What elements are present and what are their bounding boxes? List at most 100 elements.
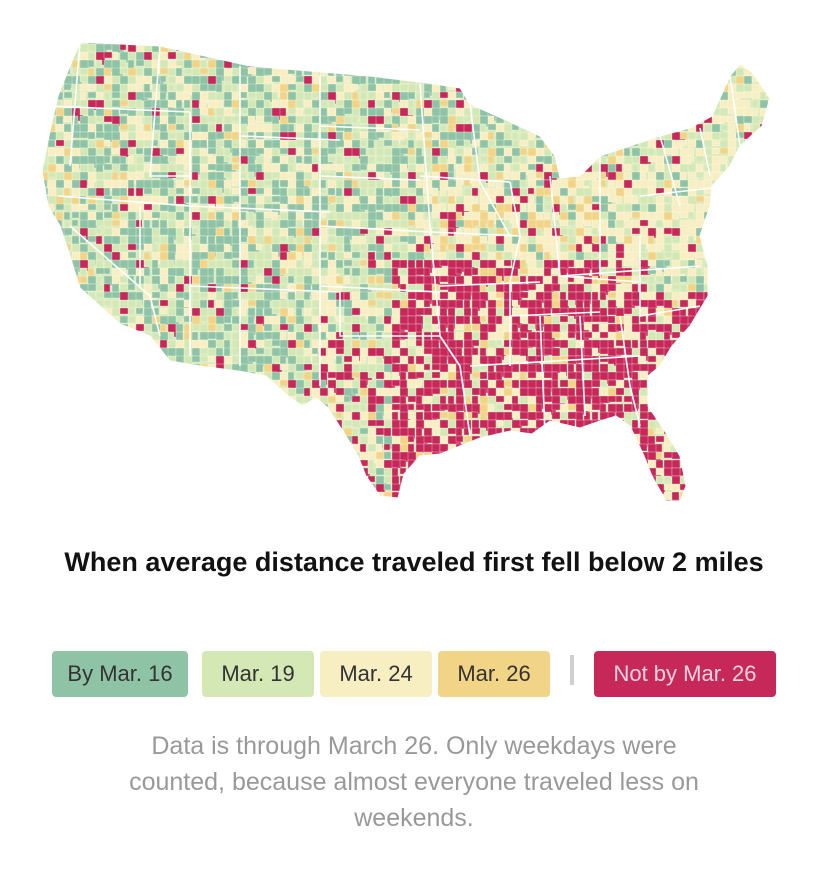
county-cell [719, 427, 729, 437]
county-cell [407, 51, 417, 65]
county-cell [559, 123, 574, 133]
county-cell [703, 411, 711, 423]
county-cell [127, 411, 138, 425]
county-cell [776, 396, 784, 402]
county-cell [279, 427, 288, 436]
county-cell [735, 387, 749, 398]
county-cell [607, 243, 617, 252]
county-cell [207, 43, 218, 52]
county-cell [207, 323, 217, 332]
county-cell [695, 42, 704, 43]
county-cell [695, 419, 707, 427]
county-cell [87, 387, 96, 402]
county-cell [351, 163, 362, 172]
county-cell [327, 59, 338, 70]
county-cell [143, 435, 154, 448]
county-cell [735, 259, 748, 268]
county-cell [647, 299, 658, 310]
county-cell [95, 267, 106, 275]
county-cell [303, 139, 312, 150]
county-cell [495, 43, 510, 52]
county-cell [47, 331, 60, 345]
county-cell [655, 347, 666, 356]
county-cell [343, 451, 354, 462]
county-cell [359, 355, 367, 364]
county-cell [751, 395, 763, 409]
county-cell [215, 323, 223, 333]
county-cell [71, 211, 80, 219]
county-cell [527, 43, 540, 58]
county-cell [567, 131, 577, 145]
county-cell [199, 395, 209, 408]
county-cell [759, 275, 769, 285]
county-cell [191, 42, 206, 46]
county-cell [319, 411, 329, 424]
county-cell [511, 51, 521, 64]
county-cell [383, 147, 393, 157]
county-cell [679, 211, 689, 219]
county-cell [759, 51, 770, 65]
county-cell [223, 427, 231, 441]
county-cell [223, 43, 234, 57]
county-cell [191, 267, 199, 276]
county-cell [327, 435, 336, 445]
county-cell [784, 228, 796, 241]
county-cell [639, 51, 652, 60]
county-cell [63, 83, 72, 91]
county-cell [223, 155, 231, 163]
county-cell [399, 139, 410, 147]
county-cell [679, 275, 688, 283]
county-cell [792, 324, 800, 331]
county-cell [199, 355, 210, 363]
county-cell [655, 91, 669, 101]
county-cell [167, 419, 179, 427]
county-cell [719, 42, 732, 48]
county-cell [119, 43, 127, 51]
county-cell [776, 92, 783, 105]
county-cell [735, 435, 745, 450]
county-cell [367, 43, 377, 51]
county-cell [87, 451, 95, 463]
county-cell [711, 259, 722, 270]
county-cell [311, 371, 320, 381]
county-cell [215, 267, 225, 278]
county-cell [103, 83, 113, 91]
county-cell [792, 404, 798, 411]
county-cell [776, 188, 786, 195]
county-cell [695, 251, 710, 259]
county-cell [511, 43, 520, 54]
county-cell [776, 372, 785, 382]
county-cell [776, 380, 783, 389]
county-cell [759, 203, 769, 213]
county-cell [695, 75, 709, 83]
county-cell [687, 419, 697, 428]
county-cell [247, 42, 260, 45]
county-cell [735, 235, 746, 249]
county-cell [711, 435, 720, 443]
county-cell [191, 179, 199, 188]
county-cell [215, 419, 227, 427]
county-cell [327, 43, 338, 51]
county-cell [551, 59, 566, 70]
county-cell [503, 443, 518, 453]
county-cell [784, 116, 790, 123]
county-cell [167, 395, 178, 408]
county-cell [767, 443, 770, 453]
county-cell [759, 387, 770, 396]
county-cell [183, 403, 197, 413]
county-cell [271, 419, 281, 427]
county-cell [719, 227, 727, 240]
county-cell [719, 219, 729, 229]
county-cell [463, 307, 472, 317]
county-cell [735, 419, 745, 433]
county-cell [511, 171, 522, 182]
county-cell [679, 131, 689, 140]
county-cell [767, 75, 770, 88]
county-cell [143, 42, 152, 46]
county-cell [327, 219, 338, 227]
county-cell [55, 371, 70, 384]
county-cell [727, 419, 741, 434]
county-cell [511, 115, 522, 125]
county-cell [63, 291, 76, 304]
county-cell [303, 51, 311, 59]
